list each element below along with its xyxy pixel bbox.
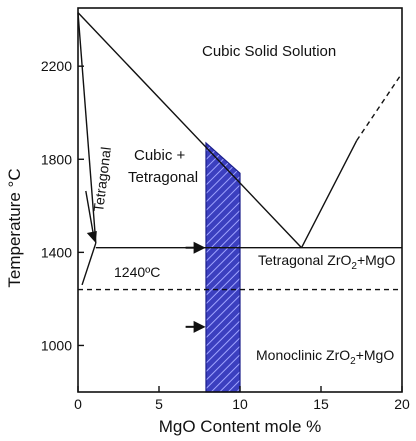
tetragonal-zro2-mgo-label: Tetragonal ZrO2+MgO (258, 252, 396, 272)
y-tick-label: 1800 (41, 151, 72, 167)
cubic-tetragonal-boundary-line (77, 12, 97, 244)
monoclinic-arrow (193, 320, 206, 333)
x-axis-title: MgO Content mole % (159, 417, 322, 436)
tetragonal-tail-line (81, 242, 97, 286)
temperature-1240-label: 1240ºC (114, 264, 160, 280)
monoclinic-zro2-mgo-label: Monoclinic ZrO2+MgO (256, 347, 394, 367)
liquidus-right-extension-line (356, 72, 403, 142)
x-tick-label: 20 (394, 396, 410, 412)
hatched-composition-region (205, 141, 241, 393)
cubic-tetragonal-label-line2: Tetragonal (128, 169, 198, 186)
eutectoid-arrow (193, 241, 206, 254)
tetragonal-field-label: Tetragonal (90, 146, 114, 213)
y-tick-label: 1400 (41, 244, 72, 260)
y-tick-label: 2200 (41, 58, 72, 74)
x-tick-label: 5 (155, 396, 163, 412)
y-axis-title: Temperature °C (5, 168, 24, 287)
cubic-tetragonal-label-line1: Cubic + (134, 147, 186, 164)
x-tick-label: 0 (74, 396, 82, 412)
tetragonal-field-arrow (85, 190, 95, 238)
tetragonal-field-arrow-head (86, 231, 97, 244)
x-tick-label: 10 (232, 396, 248, 412)
y-tick-label: 1000 (41, 337, 72, 353)
liquidus-left-line (77, 12, 303, 249)
cubic-solid-solution-label: Cubic Solid Solution (202, 43, 336, 60)
liquidus-right-line (300, 140, 358, 249)
x-tick-label: 15 (313, 396, 329, 412)
